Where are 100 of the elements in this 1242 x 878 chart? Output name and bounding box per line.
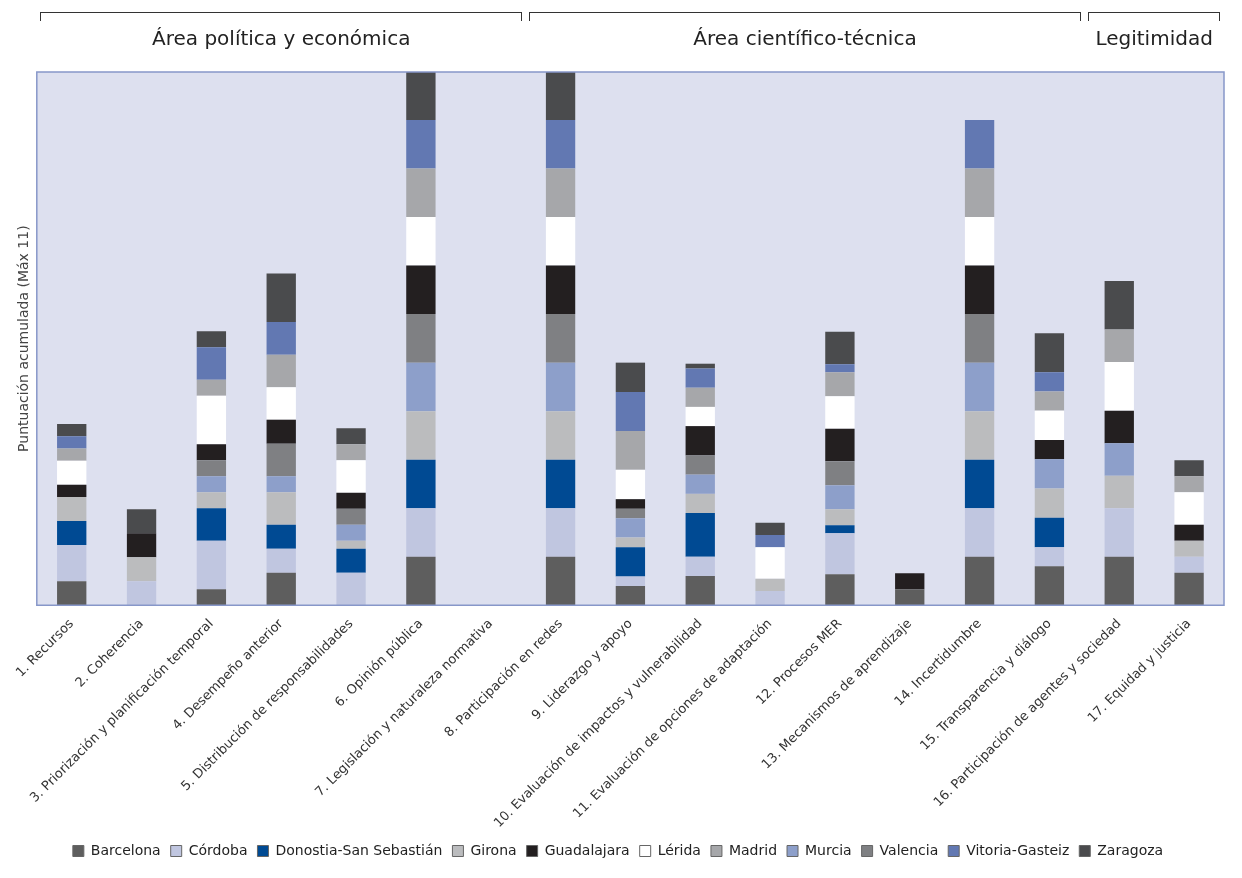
bar — [825, 461, 855, 486]
bar — [545, 411, 576, 460]
bar — [266, 322, 296, 355]
bar — [825, 509, 855, 526]
bar — [615, 537, 646, 548]
bar — [615, 586, 646, 606]
bar — [755, 547, 785, 579]
bar — [57, 497, 87, 522]
bar — [57, 460, 87, 485]
bar — [615, 518, 646, 538]
bar — [685, 455, 715, 475]
bar — [685, 513, 715, 557]
bar — [895, 589, 925, 606]
bar — [755, 578, 785, 591]
bar — [615, 430, 646, 470]
bar — [196, 444, 227, 461]
legend-label: Valencia — [879, 841, 939, 858]
bar — [825, 574, 855, 606]
bar — [1034, 517, 1065, 548]
bar — [1174, 476, 1204, 493]
bar — [825, 525, 855, 534]
legend-label: Girona — [470, 841, 517, 858]
bar — [825, 396, 855, 429]
bar — [196, 492, 227, 509]
bar — [266, 572, 296, 606]
bar — [406, 459, 436, 509]
bar — [545, 459, 576, 509]
bar — [545, 556, 576, 606]
bar — [196, 347, 227, 380]
bar — [266, 443, 296, 477]
bar — [336, 548, 366, 573]
bar — [545, 217, 576, 266]
bar — [685, 387, 715, 407]
bar — [615, 576, 646, 587]
bar — [1104, 410, 1134, 444]
bar — [825, 485, 855, 510]
bar — [545, 168, 576, 218]
bar — [266, 419, 296, 444]
bar — [685, 474, 715, 494]
legend-label: Córdoba — [188, 841, 248, 858]
bar — [196, 589, 227, 606]
bar — [57, 423, 87, 437]
bar — [196, 476, 227, 493]
bar — [1104, 329, 1134, 363]
bar — [615, 508, 646, 519]
bar — [685, 575, 715, 606]
bar — [1174, 572, 1204, 606]
bar — [685, 368, 715, 388]
bar — [126, 557, 157, 582]
bar — [406, 508, 436, 557]
bar — [1174, 492, 1204, 525]
bar — [336, 524, 366, 541]
bar — [615, 391, 646, 431]
bar — [1104, 362, 1134, 411]
bar — [406, 314, 436, 363]
bar — [1034, 547, 1065, 567]
bar — [266, 273, 296, 323]
bar — [406, 362, 436, 412]
bar — [615, 469, 646, 500]
legend-label: Madrid — [728, 841, 778, 858]
y-axis-title: Puntuación acumulada (Máx 11) — [15, 225, 32, 452]
bar — [406, 265, 436, 315]
bar — [964, 120, 995, 169]
bar — [825, 372, 855, 397]
bar — [1104, 443, 1134, 476]
bar — [755, 522, 785, 535]
bar — [1174, 540, 1204, 557]
bar — [685, 426, 715, 456]
bar — [196, 331, 227, 348]
bar — [406, 411, 436, 460]
bar — [685, 493, 715, 514]
bar — [1174, 460, 1204, 477]
bar — [825, 331, 855, 365]
bar — [196, 508, 227, 541]
bar — [685, 363, 715, 369]
bar — [126, 533, 157, 558]
bar — [266, 354, 296, 388]
bar — [1104, 508, 1134, 557]
bar — [685, 406, 715, 427]
bar — [964, 411, 995, 460]
bar — [1034, 391, 1065, 411]
bar — [406, 217, 436, 266]
bar — [615, 362, 646, 392]
bar — [57, 521, 87, 546]
bar — [1034, 372, 1065, 392]
bar — [196, 395, 227, 445]
bar — [825, 364, 855, 373]
bar — [1174, 524, 1204, 541]
bar — [825, 533, 855, 575]
bar — [545, 265, 576, 315]
bar — [57, 545, 87, 582]
bar — [406, 72, 436, 120]
text: Área científico-técnica — [692, 26, 918, 50]
bar — [336, 460, 366, 493]
bar — [755, 590, 785, 606]
bar — [545, 362, 576, 412]
bar — [126, 581, 157, 606]
bar — [964, 459, 995, 509]
bar — [615, 547, 646, 577]
bar — [964, 168, 995, 218]
